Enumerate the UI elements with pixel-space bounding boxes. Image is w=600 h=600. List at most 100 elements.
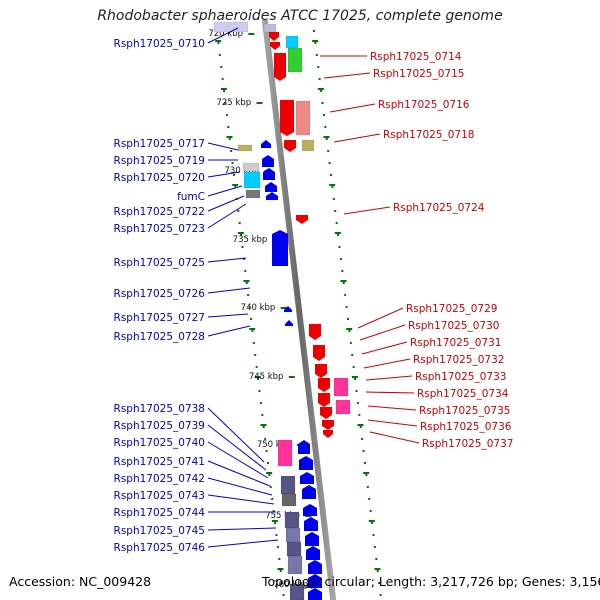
ruler-dot: [346, 318, 349, 320]
ruler-tick: [340, 280, 347, 282]
ruler-tick: [254, 376, 261, 378]
ruler-dot: [238, 222, 241, 224]
gene-label-left: Rsph17025_0745: [114, 525, 205, 537]
tick-label: 745 kbp: [249, 372, 284, 382]
ruler-dot: [261, 414, 264, 416]
ruler-dot: [244, 270, 247, 272]
leader-line-left: [207, 203, 247, 229]
ruler-dot: [328, 162, 331, 164]
ruler-dot: [241, 246, 244, 248]
forward-gene-arrow: [322, 420, 334, 430]
ruler-dot: [338, 246, 341, 248]
ruler-dot: [217, 42, 220, 44]
gene-label-left: Rsph17025_0722: [114, 206, 205, 218]
reverse-gene-arrow: [261, 140, 271, 148]
forward-gene-arrow: [274, 53, 286, 81]
ruler-tick: [243, 280, 250, 282]
forward-gene-arrow: [318, 378, 330, 392]
ruler-tick: [215, 40, 222, 42]
gene-label-right: Rsph17025_0718: [383, 129, 474, 141]
gene-label-left: Rsph17025_0740: [114, 437, 205, 449]
reverse-gene-arrow: [308, 560, 322, 574]
leader-line-left: [207, 171, 241, 178]
reverse-gene-box: [285, 527, 301, 543]
tick-label: 740 kbp: [241, 303, 276, 313]
gene-label-left: Rsph17025_0728: [114, 331, 205, 343]
ruler-tick: [232, 184, 239, 186]
ruler-dot: [218, 54, 221, 56]
ruler-dot: [348, 330, 351, 332]
gene-label-right: Rsph17025_0732: [413, 354, 504, 366]
outer-ruler-track: [312, 30, 382, 596]
reverse-gene-arrow: [304, 517, 318, 531]
leader-line-left: [207, 460, 271, 487]
reverse-gene-arrow: [308, 574, 322, 588]
gene-label-right: Rsph17025_0729: [406, 303, 497, 315]
backbone-line: [261, 20, 337, 600]
forward-gene-arrow: [270, 42, 280, 50]
ruler-tick: [334, 232, 341, 234]
ruler-dot: [329, 174, 332, 176]
ruler-dot: [247, 294, 250, 296]
ruler-dot: [251, 330, 254, 332]
ruler-dot: [349, 342, 352, 344]
reverse-gene-box: [284, 511, 300, 529]
gene-label-left: Rsph17025_0710: [114, 38, 205, 50]
ruler-dot: [313, 30, 315, 32]
ruler-tick: [220, 88, 227, 90]
forward-gene-arrow: [315, 364, 327, 378]
leader-line-right: [363, 358, 411, 369]
gene-label-right: Rsph17025_0736: [420, 421, 512, 433]
ruler-dot: [354, 378, 357, 380]
gene-label-left: Rsph17025_0746: [114, 542, 206, 554]
gene-label-right: Rsph17025_0716: [378, 99, 470, 111]
ruler-dot: [223, 90, 226, 92]
ruler-dot: [264, 438, 267, 440]
reverse-gene-box: [277, 439, 293, 467]
tick-label: 735 kbp: [233, 235, 268, 245]
reverse-gene-arrow: [298, 440, 310, 454]
ruler-tick: [368, 520, 375, 522]
gene-label-left: Rsph17025_0727: [114, 312, 205, 324]
ruler-tick: [226, 136, 233, 138]
ruler-dot: [249, 318, 252, 320]
ruler-dot: [325, 138, 328, 140]
ruler-dot: [269, 486, 272, 488]
ruler-dot: [258, 390, 261, 392]
ruler-dot: [376, 570, 379, 572]
ruler-tick: [260, 424, 267, 426]
label-layer: Rsph17025_0710 Rsph17025_0717 Rsph17025_07…: [114, 38, 514, 554]
ruler-dot: [372, 534, 375, 536]
ruler-tick: [266, 472, 273, 474]
leader-line-left: [207, 407, 265, 463]
ruler-dot: [379, 594, 382, 596]
ruler-dot: [375, 558, 378, 560]
tick-label: 750 kbp: [257, 440, 292, 450]
forward-gene-arrow: [320, 407, 332, 419]
ruler-dot: [345, 306, 348, 308]
leader-line-right: [343, 206, 391, 215]
ruler-dot: [315, 54, 318, 56]
feature-layer: [213, 21, 351, 600]
ruler-dot: [252, 342, 255, 344]
tick-label: 730 kbp: [225, 166, 260, 176]
reverse-gene-box: [289, 583, 305, 600]
ruler-dot: [358, 414, 361, 416]
ruler-tick: [323, 136, 330, 138]
gene-label-left: Rsph17025_0742: [114, 473, 205, 485]
reverse-gene-box: [287, 555, 303, 575]
forward-gene-arrow: [323, 430, 333, 438]
ruler-dot: [335, 222, 338, 224]
ruler-dot: [363, 462, 366, 464]
ruler-dot: [266, 462, 269, 464]
ruler-dot: [359, 426, 362, 428]
ruler-dot: [230, 150, 233, 152]
forward-gene-box: [285, 35, 299, 49]
forward-gene-arrow: [284, 140, 296, 152]
gene-label-left: Rsph17025_0741: [114, 456, 205, 468]
reverse-gene-box: [281, 493, 297, 507]
ruler-dot: [276, 546, 279, 548]
forward-gene-arrow: [280, 100, 294, 136]
gene-label-right: Rsph17025_0735: [419, 405, 510, 417]
ruler-dot: [327, 150, 330, 152]
